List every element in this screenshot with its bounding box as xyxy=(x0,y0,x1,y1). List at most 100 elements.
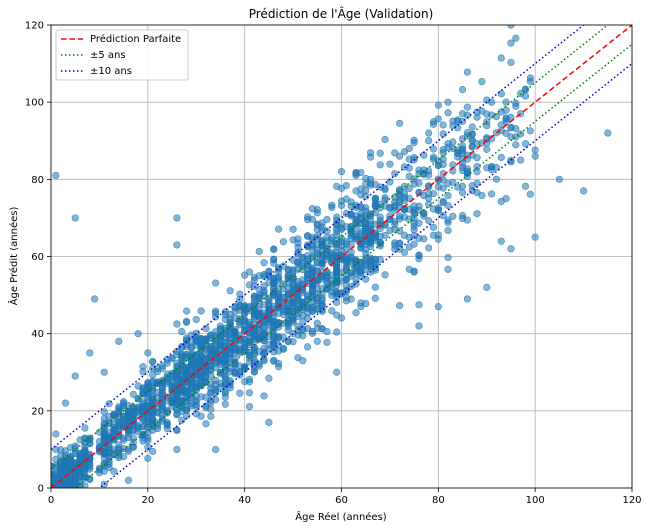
data-point xyxy=(197,341,205,349)
data-point xyxy=(284,308,292,316)
x-axis-ticks: 0 20 40 60 80 100 120 xyxy=(48,488,642,506)
y-tick-label: 120 xyxy=(25,21,44,32)
data-point xyxy=(86,435,94,443)
data-point xyxy=(52,430,60,438)
data-point xyxy=(439,130,447,138)
data-point xyxy=(342,209,350,218)
data-point xyxy=(391,149,399,157)
data-point xyxy=(221,334,229,342)
data-point xyxy=(265,418,273,427)
data-point xyxy=(197,379,205,387)
data-point xyxy=(173,214,181,222)
y-tick-label: 40 xyxy=(31,329,44,340)
data-point xyxy=(473,154,481,162)
data-point xyxy=(245,375,254,383)
data-point xyxy=(144,414,152,422)
data-point xyxy=(429,223,438,231)
data-point xyxy=(468,137,476,145)
data-point xyxy=(323,215,331,224)
data-point xyxy=(366,149,375,157)
data-point xyxy=(221,400,229,408)
data-point xyxy=(299,259,307,267)
data-point xyxy=(463,172,471,181)
data-point xyxy=(429,120,438,128)
data-point xyxy=(521,140,530,148)
data-point xyxy=(294,277,302,286)
data-point xyxy=(66,444,74,452)
data-point xyxy=(342,256,350,264)
data-point xyxy=(294,243,302,251)
data-point xyxy=(502,106,510,114)
data-point xyxy=(289,236,297,244)
data-point xyxy=(255,247,263,256)
data-point xyxy=(270,276,278,284)
data-point xyxy=(342,286,350,294)
data-point xyxy=(517,130,525,138)
data-point xyxy=(463,103,471,111)
legend-label-perfect: Prédiction Parfaite xyxy=(90,33,181,45)
data-point xyxy=(120,453,128,461)
data-point xyxy=(173,320,181,328)
data-point xyxy=(342,240,350,248)
data-point xyxy=(531,233,539,241)
data-point xyxy=(216,379,225,388)
data-point xyxy=(396,301,404,310)
data-point xyxy=(270,332,278,341)
data-point xyxy=(512,34,520,42)
data-point xyxy=(458,85,467,94)
data-point xyxy=(221,356,229,364)
data-point xyxy=(129,390,137,398)
data-point xyxy=(308,236,317,244)
data-point xyxy=(415,255,423,263)
data-point xyxy=(512,102,520,110)
data-point xyxy=(425,137,433,145)
data-point xyxy=(405,205,413,213)
data-point xyxy=(76,473,84,481)
data-point xyxy=(396,227,404,235)
data-point xyxy=(405,144,413,153)
data-point xyxy=(187,331,196,339)
data-point xyxy=(245,402,254,411)
data-point xyxy=(182,353,191,361)
data-point xyxy=(129,443,137,451)
data-point xyxy=(371,294,379,302)
data-point xyxy=(245,389,254,397)
data-point xyxy=(308,265,317,273)
data-point xyxy=(507,58,515,67)
data-point xyxy=(415,322,423,330)
data-point xyxy=(207,412,215,421)
data-point xyxy=(429,153,438,161)
data-point xyxy=(182,317,191,325)
data-point xyxy=(468,123,476,131)
data-point xyxy=(284,326,292,334)
data-point xyxy=(483,283,491,291)
data-point xyxy=(444,202,452,210)
data-point xyxy=(81,424,89,432)
data-point xyxy=(100,408,108,416)
data-point xyxy=(294,250,302,258)
data-point xyxy=(304,274,312,282)
data-point xyxy=(71,372,79,380)
data-point xyxy=(284,316,292,324)
data-point xyxy=(473,179,481,187)
data-point xyxy=(449,212,457,220)
data-point xyxy=(294,305,302,314)
data-point xyxy=(299,318,307,326)
data-point xyxy=(420,235,428,243)
data-point xyxy=(149,408,157,416)
data-point xyxy=(163,397,171,405)
data-point xyxy=(250,276,258,284)
data-point xyxy=(362,211,370,220)
data-point xyxy=(342,271,350,280)
data-point xyxy=(463,216,471,224)
data-point xyxy=(425,217,433,225)
data-point xyxy=(400,231,409,239)
data-point xyxy=(304,213,312,221)
data-point xyxy=(342,181,350,190)
data-point xyxy=(129,434,137,442)
data-point xyxy=(405,265,413,273)
data-point xyxy=(197,412,205,420)
data-point xyxy=(352,171,360,180)
data-point xyxy=(173,241,181,249)
